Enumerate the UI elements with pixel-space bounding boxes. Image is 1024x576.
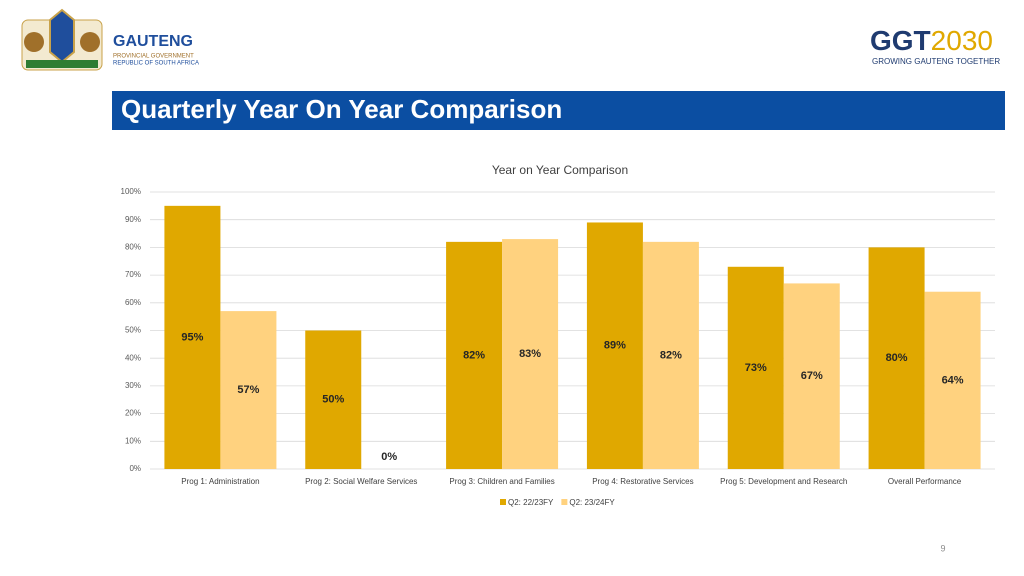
legend-label: Q2: 22/23FY <box>508 498 554 507</box>
brand-name: GGT <box>870 25 931 56</box>
data-label: 57% <box>237 384 259 396</box>
legend-label: Q2: 23/24FY <box>569 498 615 507</box>
legend-swatch <box>561 499 568 505</box>
data-label: 0% <box>381 451 397 463</box>
y-tick-label: 100% <box>121 187 141 196</box>
data-label: 83% <box>519 348 541 360</box>
x-tick-label: Prog 1: Administration <box>181 477 259 486</box>
data-label: 89% <box>604 340 626 352</box>
bar <box>446 241 503 469</box>
y-tick-label: 20% <box>125 409 141 418</box>
data-label: 64% <box>942 374 964 386</box>
chart: 0% 10% 20% 30% 40% 50% 60% 70% 80% 90% 100% Prog 1:… <box>121 187 995 507</box>
bar <box>924 291 981 469</box>
y-tick-label: 30% <box>125 381 141 390</box>
data-label: 73% <box>745 362 767 374</box>
bar <box>305 330 362 469</box>
y-tick-label: 10% <box>125 436 141 445</box>
bar <box>164 205 221 469</box>
bar <box>783 283 840 469</box>
title-bar <box>112 91 1005 130</box>
data-label: 95% <box>181 331 203 343</box>
org-line: REPUBLIC OF SOUTH AFRICA <box>113 61 199 67</box>
bar <box>220 311 277 469</box>
y-tick-label: 80% <box>125 243 141 252</box>
data-label: 67% <box>801 370 823 382</box>
x-tick-label: Prog 5: Development and Research <box>720 477 847 486</box>
bar <box>502 239 559 469</box>
data-label: 82% <box>660 349 682 361</box>
data-label: 50% <box>322 394 344 406</box>
legend-swatch <box>500 499 506 505</box>
y-tick-label: 90% <box>125 215 141 224</box>
x-tick-label: Overall Performance <box>888 477 962 486</box>
bar <box>727 266 784 469</box>
slide-title: Quarterly Year On Year Comparison <box>121 94 562 124</box>
bar <box>586 222 643 469</box>
coat-of-arms <box>21 8 103 71</box>
x-tick-label: Prog 3: Children and Families <box>449 477 554 486</box>
y-tick-label: 50% <box>125 326 141 335</box>
org-name: GAUTENG <box>113 33 193 50</box>
bar <box>642 241 699 469</box>
org-line: PROVINCIAL GOVERNMENT <box>113 54 194 60</box>
brand-tagline: GROWING GAUTENG TOGETHER <box>872 57 1000 66</box>
chart-title: Year on Year Comparison <box>492 163 628 177</box>
y-tick-label: 60% <box>125 298 141 307</box>
x-tick-label: Prog 2: Social Welfare Services <box>305 477 417 486</box>
bar <box>868 247 925 469</box>
brand: GGT2030 <box>870 25 993 56</box>
page-number: 9 <box>940 543 945 553</box>
y-tick-label: 70% <box>125 270 141 279</box>
y-tick-label: 0% <box>129 464 141 473</box>
data-label: 80% <box>886 352 908 364</box>
x-tick-label: Prog 4: Restorative Services <box>592 477 693 486</box>
brand-year: 2030 <box>931 25 993 56</box>
data-label: 82% <box>463 349 485 361</box>
y-tick-label: 40% <box>125 353 141 362</box>
